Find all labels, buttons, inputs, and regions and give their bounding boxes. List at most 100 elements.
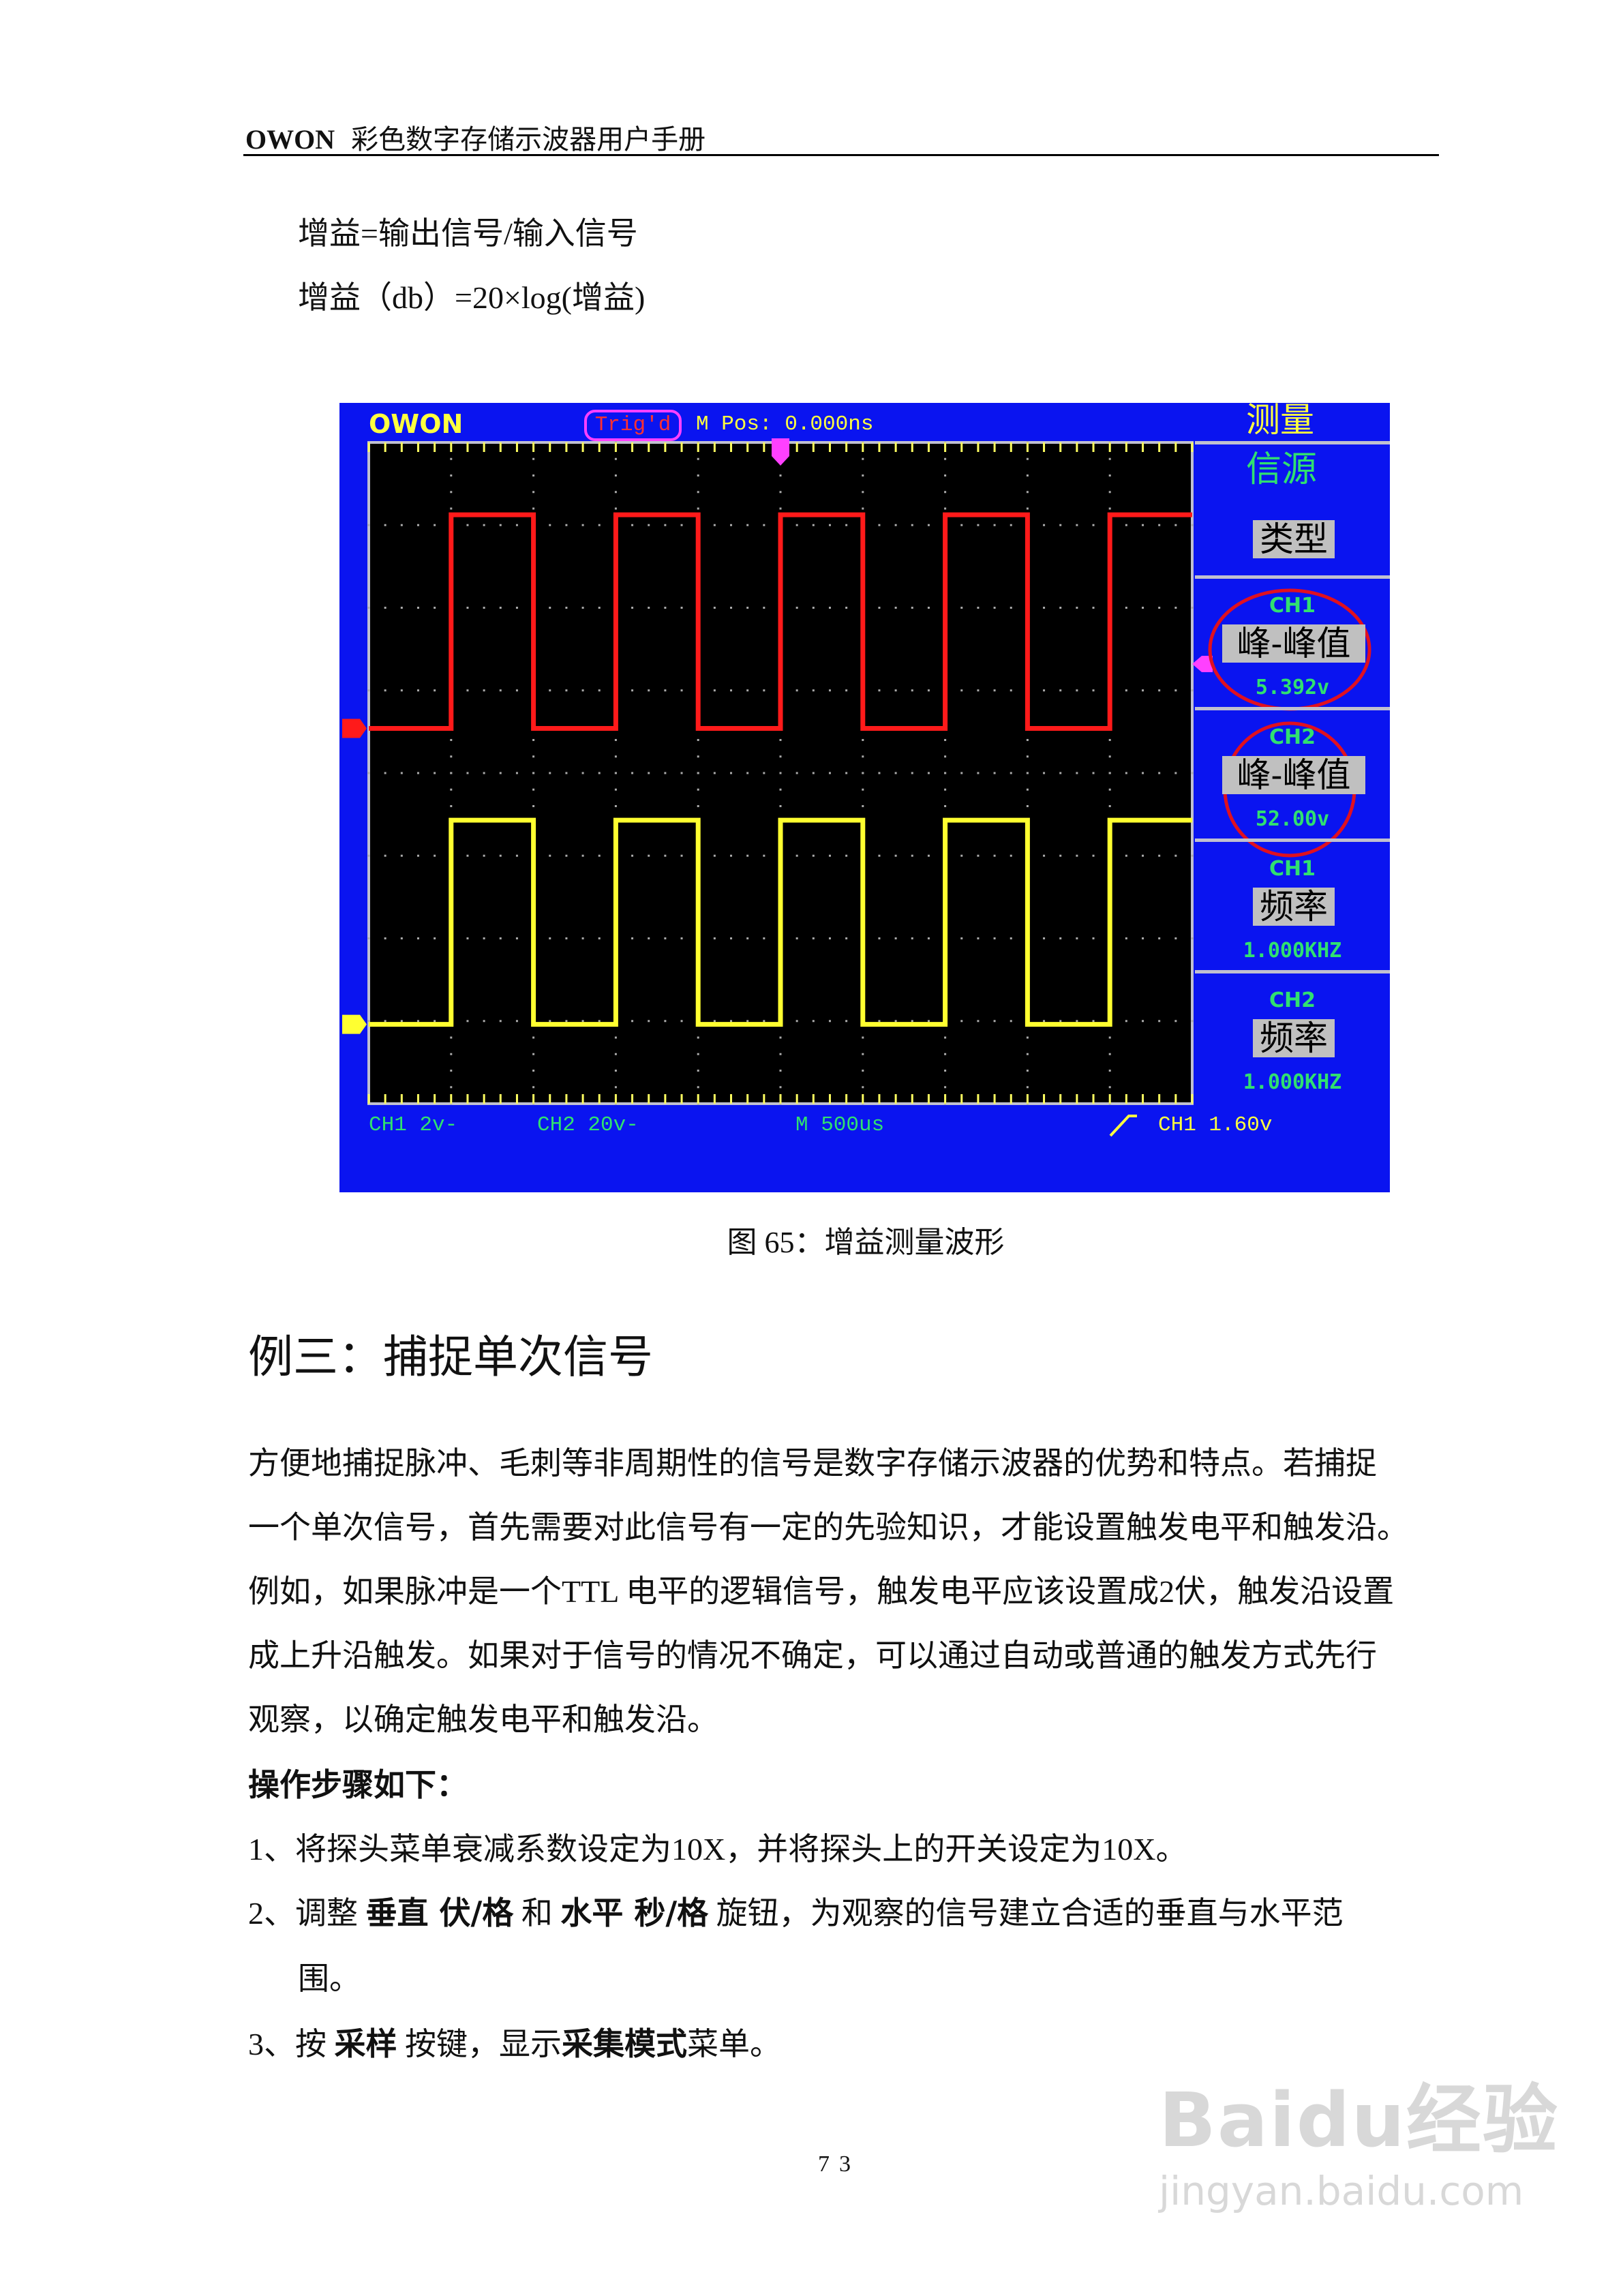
grid-dot	[944, 772, 947, 774]
grid-dot	[944, 474, 947, 477]
grid-dot	[779, 1070, 782, 1072]
meas4-type[interactable]: 频率	[1253, 1019, 1335, 1057]
grid-dot	[730, 854, 733, 857]
grid-dot	[927, 607, 930, 609]
header-brand: OWON	[245, 124, 335, 155]
grid-dot	[466, 689, 469, 692]
grid-dot	[565, 937, 568, 939]
grid-dot	[680, 1020, 683, 1023]
watermark-logo: Baidu经验	[1159, 2076, 1559, 2164]
grid-dot	[499, 772, 502, 774]
grid-dot	[730, 689, 733, 692]
grid-dot	[1043, 772, 1046, 774]
grid-dot	[828, 772, 831, 774]
grid-dot	[565, 854, 568, 857]
grid-dot	[384, 854, 386, 857]
grid-dot	[812, 607, 815, 609]
grid-dot	[1026, 491, 1029, 494]
grid-dot	[598, 607, 601, 609]
grid-dot	[1026, 772, 1029, 774]
grid-dot	[812, 854, 815, 857]
meas1-type[interactable]: 峰-峰值	[1222, 624, 1365, 663]
meas2-channel: CH2	[1269, 725, 1316, 749]
grid-dot	[1059, 524, 1062, 526]
grid-dot	[1043, 854, 1046, 857]
grid-dot	[648, 772, 650, 774]
grid-dot	[730, 937, 733, 939]
grid-dot	[450, 1086, 453, 1089]
grid-dot	[845, 772, 848, 774]
grid-dot	[795, 1020, 798, 1023]
grid-dot	[878, 772, 881, 774]
grid-dot	[614, 457, 617, 460]
grid-dot	[862, 1070, 864, 1072]
grid-dot	[697, 507, 699, 510]
steps-title: 操作步骤如下：	[248, 1766, 468, 1803]
grid-dot	[384, 689, 386, 692]
grid-dot	[878, 1020, 881, 1023]
grid-dot	[483, 1020, 485, 1023]
meas3-value: 1.000KHZ	[1243, 939, 1342, 963]
grid-dot	[614, 474, 617, 477]
grid-dot	[416, 854, 419, 857]
grid-dot	[1142, 1020, 1144, 1023]
grid-dot	[450, 805, 453, 807]
grid-dot	[779, 1036, 782, 1039]
grid-dot	[878, 689, 881, 692]
grid-dot	[367, 1020, 370, 1023]
grid-dot	[911, 689, 913, 692]
grid-dot	[1026, 805, 1029, 807]
grid-dot	[532, 507, 535, 510]
grid-dot	[400, 937, 403, 939]
grid-dot	[960, 854, 963, 857]
grid-dot	[1026, 1053, 1029, 1055]
paragraph-line: 一个单次信号，首先需要对此信号有一定的先验知识，才能设置触发电平和触发沿。	[248, 1510, 1408, 1545]
vertical-knob-label: 垂直 伏/格	[365, 1894, 514, 1931]
grid-dot	[614, 805, 617, 807]
grid-dot	[763, 772, 765, 774]
grid-dot	[648, 689, 650, 692]
grid-dot	[450, 1036, 453, 1039]
grid-dot	[779, 755, 782, 758]
grid-dot	[450, 1070, 453, 1072]
m-pos-readout: M Pos: 0.000ns	[696, 412, 874, 436]
grid-dot	[878, 854, 881, 857]
grid-dot	[944, 507, 947, 510]
grid-dot	[713, 937, 716, 939]
header-divider	[243, 154, 1439, 156]
menu-type-button[interactable]: 类型	[1253, 520, 1335, 558]
grid-dot	[549, 524, 551, 526]
grid-dot	[1026, 474, 1029, 477]
grid-dot	[664, 854, 667, 857]
grid-dot	[565, 607, 568, 609]
grid-dot	[434, 1020, 436, 1023]
grid-dot	[1010, 689, 1012, 692]
meas3-type[interactable]: 频率	[1253, 888, 1335, 926]
grid-dot	[367, 772, 370, 774]
grid-dot	[779, 805, 782, 807]
grid-dot	[549, 1020, 551, 1023]
menu-divider	[1195, 839, 1390, 842]
grid-dot	[1108, 772, 1111, 774]
grid-dot	[1142, 937, 1144, 939]
grid-dot	[664, 937, 667, 939]
grid-dot	[977, 854, 980, 857]
grid-dot	[664, 607, 667, 609]
grid-dot	[1059, 772, 1062, 774]
grid-dot	[466, 937, 469, 939]
grid-dot	[367, 607, 370, 609]
meas2-type[interactable]: 峰-峰值	[1222, 756, 1365, 794]
grid-dot	[598, 1020, 601, 1023]
grid-dot	[466, 607, 469, 609]
grid-dot	[779, 474, 782, 477]
grid-dot	[763, 607, 765, 609]
grid-dot	[1142, 607, 1144, 609]
grid-dot	[944, 755, 947, 758]
grid-dot	[631, 607, 634, 609]
grid-dot	[499, 937, 502, 939]
grid-dot	[911, 854, 913, 857]
grid-dot	[1191, 524, 1194, 526]
menu-source[interactable]: 信源	[1246, 449, 1318, 490]
grid-dot	[1092, 772, 1095, 774]
grid-dot	[614, 491, 617, 494]
